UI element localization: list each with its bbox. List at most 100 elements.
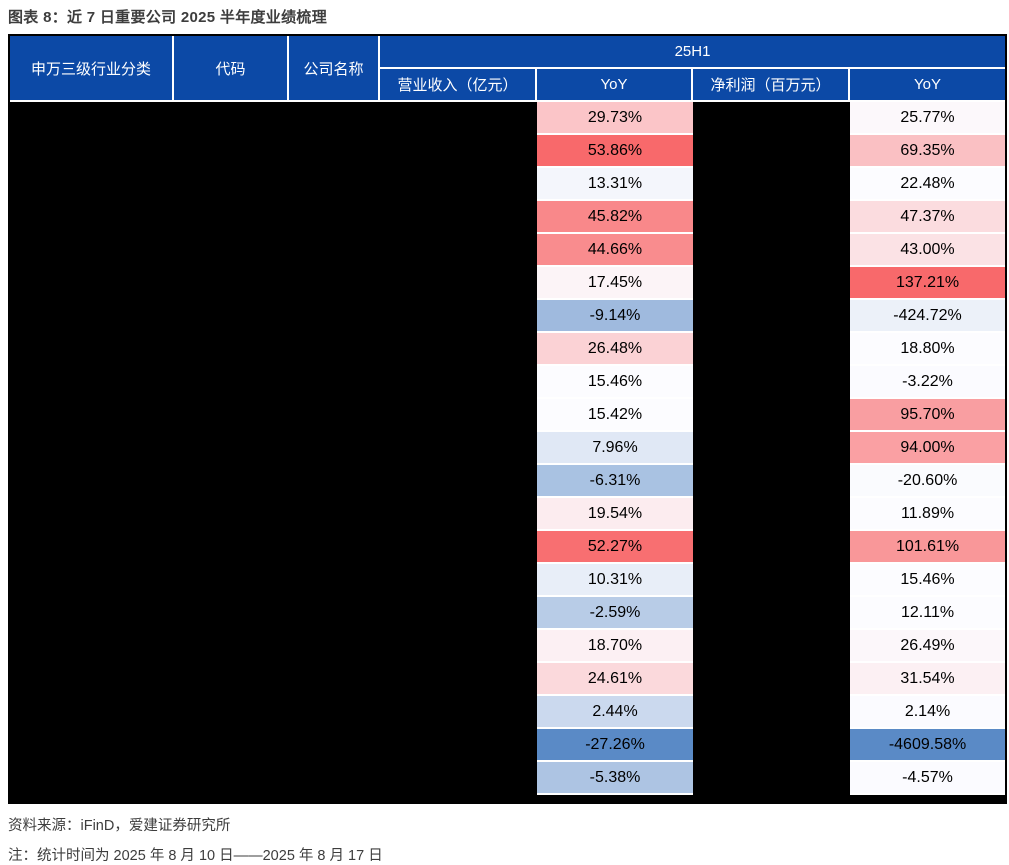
profit-cell-redacted: [693, 366, 850, 399]
profit_yoy-cell: 31.54%: [850, 663, 1006, 696]
industry-cell-redacted: [10, 762, 174, 795]
revenue-cell-redacted: [380, 300, 537, 333]
code-cell-redacted: [174, 729, 289, 762]
company-cell-redacted: [289, 333, 380, 366]
code-cell-redacted: [174, 168, 289, 201]
revenue-cell-redacted: [380, 102, 537, 135]
profit_yoy-cell: 43.00%: [850, 234, 1006, 267]
revenue-cell-redacted: [380, 234, 537, 267]
revenue-cell-redacted: [380, 630, 537, 663]
industry-cell-redacted: [10, 201, 174, 234]
code-cell-redacted: [174, 234, 289, 267]
table-row: 44.66% 43.00%: [10, 234, 1006, 267]
company-cell-redacted: [289, 135, 380, 168]
code-cell-redacted: [174, 399, 289, 432]
industry-cell-redacted: [10, 135, 174, 168]
industry-cell-redacted: [10, 399, 174, 432]
profit_yoy-cell: -3.22%: [850, 366, 1006, 399]
profit-cell-redacted: [693, 630, 850, 663]
profit-cell-redacted: [693, 135, 850, 168]
code-cell-redacted: [174, 663, 289, 696]
header-code: 代码: [174, 36, 289, 102]
profit_yoy-cell: 95.70%: [850, 399, 1006, 432]
company-cell-redacted: [289, 366, 380, 399]
revenue-cell-redacted: [380, 333, 537, 366]
industry-cell-redacted: [10, 366, 174, 399]
revenue_yoy-cell: -2.59%: [537, 597, 693, 630]
profit_yoy-cell: 12.11%: [850, 597, 1006, 630]
company-cell-redacted: [289, 597, 380, 630]
profit-cell-redacted: [693, 201, 850, 234]
profit-cell-redacted: [693, 333, 850, 366]
figure-title: 图表 8：近 7 日重要公司 2025 半年度业绩梳理: [8, 9, 327, 26]
code-cell-redacted: [174, 201, 289, 234]
table-row: 18.70% 26.49%: [10, 630, 1006, 663]
revenue_yoy-cell: 19.54%: [537, 498, 693, 531]
profit-cell-redacted: [693, 663, 850, 696]
revenue_yoy-cell: -27.26%: [537, 729, 693, 762]
revenue_yoy-cell: 15.46%: [537, 366, 693, 399]
table-row: 15.46% -3.22%: [10, 366, 1006, 399]
company-cell-redacted: [289, 432, 380, 465]
industry-cell-redacted: [10, 432, 174, 465]
company-cell-redacted: [289, 465, 380, 498]
profit_yoy-cell: 18.80%: [850, 333, 1006, 366]
industry-cell-redacted: [10, 300, 174, 333]
revenue_yoy-cell: 45.82%: [537, 201, 693, 234]
profit_yoy-cell: -4609.58%: [850, 729, 1006, 762]
header-row-group: 申万三级行业分类 代码 公司名称 25H1: [10, 36, 1006, 102]
company-cell-redacted: [289, 300, 380, 333]
stats-period-note: 注：统计时间为 2025 年 8 月 10 日——2025 年 8 月 17 日: [8, 848, 383, 864]
code-cell-redacted: [174, 531, 289, 564]
company-cell-redacted: [289, 663, 380, 696]
header-profit-yoy: YoY: [850, 69, 1006, 102]
revenue_yoy-cell: 13.31%: [537, 168, 693, 201]
revenue_yoy-cell: -5.38%: [537, 762, 693, 795]
revenue-cell-redacted: [380, 465, 537, 498]
header-industry: 申万三级行业分类: [10, 36, 174, 102]
revenue_yoy-cell: 15.42%: [537, 399, 693, 432]
profit_yoy-cell: 47.37%: [850, 201, 1006, 234]
header-group-25h1: 25H1: [380, 36, 1006, 69]
profit_yoy-cell: 2.14%: [850, 696, 1006, 729]
source-note: 资料来源：iFinD，爱建证券研究所: [8, 818, 231, 834]
industry-cell-redacted: [10, 498, 174, 531]
revenue_yoy-cell: 29.73%: [537, 102, 693, 135]
revenue-cell-redacted: [380, 366, 537, 399]
revenue_yoy-cell: -6.31%: [537, 465, 693, 498]
profit-cell-redacted: [693, 168, 850, 201]
profit_yoy-cell: 137.21%: [850, 267, 1006, 300]
table-row: 17.45% 137.21%: [10, 267, 1006, 300]
company-cell-redacted: [289, 498, 380, 531]
table-row: 29.73% 25.77%: [10, 102, 1006, 135]
code-cell-redacted: [174, 564, 289, 597]
company-cell-redacted: [289, 102, 380, 135]
table-row: 10.31% 15.46%: [10, 564, 1006, 597]
header-revenue: 营业收入（亿元）: [380, 69, 537, 102]
table-header: 申万三级行业分类 代码 公司名称 25H1 营业收入（亿元） YoY 净利润（百…: [10, 36, 1006, 102]
profit_yoy-cell: 22.48%: [850, 168, 1006, 201]
code-cell-redacted: [174, 762, 289, 795]
industry-cell-redacted: [10, 234, 174, 267]
revenue_yoy-cell: 24.61%: [537, 663, 693, 696]
table-row: 52.27% 101.61%: [10, 531, 1006, 564]
industry-cell-redacted: [10, 696, 174, 729]
code-cell-redacted: [174, 267, 289, 300]
profit-cell-redacted: [693, 267, 850, 300]
code-cell-redacted: [174, 630, 289, 663]
profit-cell-redacted: [693, 498, 850, 531]
revenue-cell-redacted: [380, 498, 537, 531]
company-cell-redacted: [289, 234, 380, 267]
code-cell-redacted: [174, 300, 289, 333]
profit-cell-redacted: [693, 564, 850, 597]
table-row: -9.14% -424.72%: [10, 300, 1006, 333]
company-cell-redacted: [289, 267, 380, 300]
revenue-cell-redacted: [380, 663, 537, 696]
company-cell-redacted: [289, 729, 380, 762]
table-body: 29.73% 25.77% 53.86% 69.35% 13.31% 22.48% 45.8…: [10, 102, 1006, 804]
company-cell-redacted: [289, 531, 380, 564]
industry-cell-redacted: [10, 531, 174, 564]
table-row: 19.54% 11.89%: [10, 498, 1006, 531]
revenue_yoy-cell: 17.45%: [537, 267, 693, 300]
